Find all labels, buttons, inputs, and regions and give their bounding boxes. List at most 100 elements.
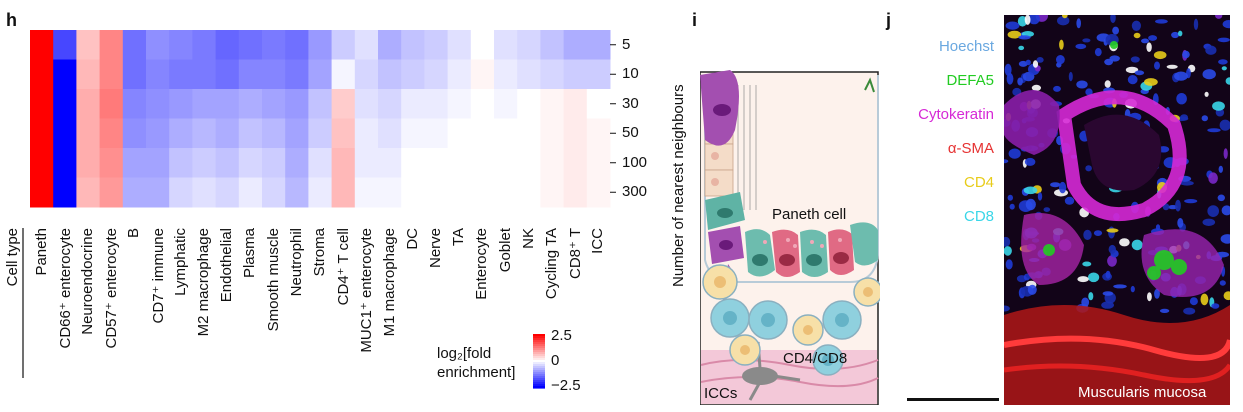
nucleus-speck	[1005, 259, 1013, 270]
heatmap-cell	[99, 177, 124, 208]
heatmap-cell	[494, 148, 518, 178]
nucleus-speck	[1105, 270, 1111, 279]
heatmap-cell	[262, 30, 286, 60]
nucleus-speck	[1059, 39, 1064, 50]
heatmap-cell	[76, 59, 101, 90]
nucleus-speck	[1189, 297, 1198, 306]
heatmap-cell	[308, 118, 333, 149]
heatmap-cell	[146, 148, 170, 178]
heatmap-cell	[215, 148, 240, 178]
heatmap-cell	[424, 30, 449, 60]
nucleus-speck	[1085, 88, 1093, 96]
x-tick-label: Neutrophil	[287, 228, 305, 297]
nucleus-speck	[1223, 291, 1230, 301]
colorbar-segment	[533, 366, 545, 369]
heatmap-cell	[378, 59, 402, 90]
nucleus-speck	[1043, 207, 1051, 213]
heatmap-cell	[169, 177, 193, 208]
nucleus-speck	[1059, 181, 1067, 194]
heatmap-cell	[215, 177, 240, 208]
heatmap-cell	[192, 118, 217, 149]
x-tick-label: NK	[519, 228, 537, 249]
heatmap-cell	[424, 118, 449, 149]
nucleus-speck	[1208, 172, 1218, 184]
panel-j-label: j	[886, 10, 892, 30]
colorbar-segment	[533, 346, 545, 349]
heatmap-cell	[215, 89, 240, 119]
heatmap-cell	[586, 118, 611, 149]
nucleus-speck	[1018, 45, 1025, 51]
heatmap-cell	[30, 30, 54, 60]
heatmap-cell	[563, 177, 588, 208]
heatmap-cell	[378, 148, 402, 178]
heatmap-cell	[122, 148, 147, 178]
nucleus-speck	[1037, 192, 1043, 201]
nucleus-speck	[1112, 26, 1119, 35]
colorbar-tick-mid: 0	[551, 352, 560, 369]
x-tick-label: Enterocyte	[473, 228, 491, 300]
x-tick-label: Goblet	[496, 228, 514, 273]
nucleus-speck	[1027, 284, 1037, 295]
heatmap-cell	[53, 30, 77, 60]
stain-label: CD8	[963, 208, 994, 225]
nucleus-speck	[1200, 293, 1209, 306]
colorbar-segment	[533, 374, 545, 377]
nucleus-speck	[1144, 78, 1158, 86]
panel-i-label: i	[692, 10, 698, 30]
heatmap-cell	[99, 148, 124, 178]
heatmap-cell	[169, 89, 193, 119]
nucleus-speck	[1075, 43, 1087, 50]
colorbar-segment	[533, 362, 545, 365]
heatmap-cell	[53, 118, 77, 149]
nucleus-speck	[1102, 291, 1114, 296]
colorbar-segment	[533, 348, 545, 351]
nucleus-speck	[1004, 63, 1012, 76]
nucleus-speck	[1131, 20, 1141, 31]
nucleus-speck	[1207, 128, 1221, 133]
nucleus-speck	[1202, 69, 1216, 80]
heatmap-cell	[285, 118, 309, 149]
nucleus-speck	[1006, 73, 1014, 85]
crypt-diagram	[700, 70, 880, 405]
stain-label: Cytokeratin	[918, 106, 994, 123]
heatmap-cell	[517, 148, 541, 178]
heatmap-cell	[331, 118, 356, 149]
nucleus-speck	[1183, 307, 1196, 315]
heatmap-cell	[424, 177, 449, 208]
nucleus-speck	[1218, 165, 1223, 173]
heatmap-cell	[308, 30, 333, 60]
heatmap-cell	[494, 118, 518, 149]
heatmap-cell	[378, 118, 402, 149]
heatmap-cell	[53, 148, 77, 178]
y-tick-label: 10	[622, 65, 639, 83]
nucleus-speck	[1166, 64, 1178, 69]
nucleus-speck	[1023, 186, 1038, 195]
heatmap-cell	[494, 89, 518, 119]
heatmap-cell	[146, 59, 170, 90]
heatmap-cell	[169, 148, 193, 178]
nucleus-speck	[1113, 284, 1127, 289]
nucleus-speck	[1076, 18, 1081, 29]
heatmap-cell	[285, 89, 309, 119]
nucleus-speck	[1031, 84, 1041, 91]
heatmap-cell	[540, 59, 565, 90]
x-tick-label: TA	[450, 228, 468, 247]
nucleus-speck	[1184, 199, 1198, 204]
heatmap-cell	[540, 177, 565, 208]
y-tick-label: 50	[622, 124, 639, 142]
fluorescence-micrograph	[1004, 15, 1230, 405]
heatmap-cell	[308, 59, 333, 90]
colorbar-segment	[533, 370, 545, 373]
heatmap-cell	[563, 59, 588, 90]
heatmap-cell	[401, 89, 425, 119]
colorbar-segment	[533, 380, 545, 383]
x-tick-label: Nerve	[427, 228, 444, 269]
colorbar-segment	[533, 360, 545, 363]
heatmap-cell	[540, 89, 565, 119]
nucleus-speck	[1108, 244, 1116, 254]
nucleus-speck	[1024, 15, 1031, 25]
heatmap-cell	[262, 59, 286, 90]
heatmap-cell	[494, 59, 518, 90]
stain-label: Hoechst	[938, 38, 994, 55]
nucleus-speck	[1130, 285, 1135, 293]
